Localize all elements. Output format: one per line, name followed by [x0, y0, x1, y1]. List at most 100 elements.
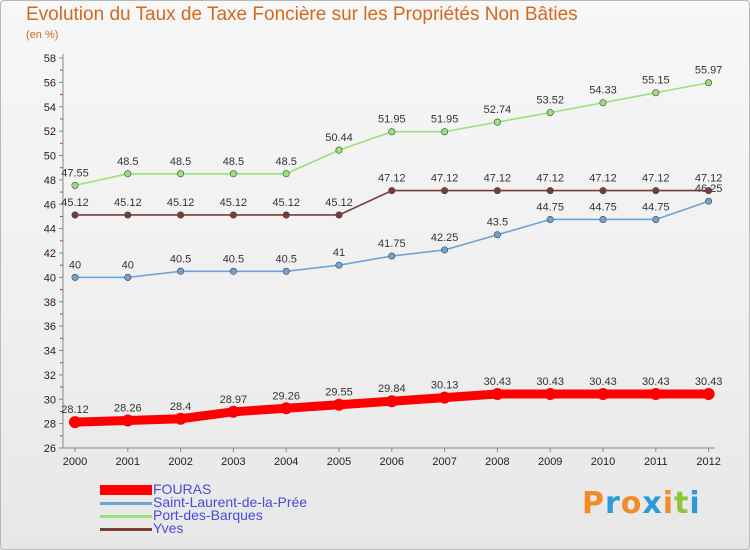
- data-point: [438, 391, 451, 404]
- data-point: [282, 211, 290, 219]
- legend-label: Saint-Laurent-de-la-Prée: [153, 494, 308, 510]
- y-tick-label: 46: [44, 199, 56, 211]
- data-point: [441, 128, 449, 136]
- y-tick-label: 48: [44, 175, 56, 187]
- data-label: 47.12: [484, 173, 512, 185]
- y-tick-label: 36: [44, 321, 56, 333]
- data-label: 51.95: [378, 114, 406, 126]
- data-point: [493, 231, 501, 239]
- data-label: 50.44: [325, 132, 353, 144]
- data-label: 30.43: [589, 376, 617, 388]
- data-label: 41: [333, 247, 345, 259]
- data-point: [705, 187, 713, 195]
- data-label: 47.55: [61, 167, 89, 179]
- x-tick-label: 2000: [63, 456, 87, 468]
- data-point: [177, 211, 185, 219]
- data-label: 47.12: [642, 173, 670, 185]
- x-tick-label: 2008: [485, 456, 509, 468]
- data-point: [388, 252, 396, 260]
- data-point: [599, 187, 607, 195]
- data-label: 29.55: [325, 387, 353, 399]
- data-point: [335, 261, 343, 269]
- data-label: 30.43: [695, 376, 723, 388]
- data-point: [335, 211, 343, 219]
- data-point: [546, 215, 554, 223]
- data-label: 28.97: [220, 394, 248, 406]
- data-point: [599, 99, 607, 107]
- y-tick-label: 52: [44, 126, 56, 138]
- legend: FOURAS Saint-Laurent-de-la-Prée Port-des-B…: [100, 481, 420, 536]
- legend-swatch: [100, 502, 152, 505]
- data-label: 45.12: [325, 197, 353, 209]
- data-point: [441, 246, 449, 254]
- data-label: 41.75: [378, 238, 406, 250]
- data-label: 30.43: [484, 376, 512, 388]
- data-label: 30.43: [642, 376, 670, 388]
- x-tick-label: 2004: [274, 456, 298, 468]
- x-tick-label: 2010: [591, 456, 615, 468]
- data-label: 47.12: [536, 173, 564, 185]
- data-point: [705, 79, 713, 87]
- data-point: [69, 416, 81, 429]
- data-point: [282, 267, 290, 275]
- data-point: [491, 388, 504, 401]
- legend-label: Yves: [153, 520, 184, 536]
- y-tick-label: 56: [44, 77, 56, 89]
- legend-item: Port-des-Barques: [100, 507, 420, 523]
- y-tick-label: 58: [44, 53, 56, 65]
- data-point: [282, 170, 290, 178]
- y-tick-label: 38: [44, 297, 56, 309]
- data-label: 45.12: [61, 197, 89, 209]
- data-point: [280, 402, 293, 415]
- data-label: 47.12: [378, 173, 406, 185]
- data-point: [335, 146, 343, 154]
- data-point: [229, 170, 237, 178]
- data-label: 47.12: [431, 173, 459, 185]
- x-tick-label: 2006: [380, 456, 404, 468]
- data-label: 44.75: [536, 201, 564, 213]
- legend-label: FOURAS: [153, 481, 212, 497]
- legend-label: Port-des-Barques: [153, 507, 263, 523]
- legend-swatch: [100, 485, 152, 495]
- data-label: 29.84: [378, 383, 406, 395]
- data-point: [124, 211, 132, 219]
- data-point: [493, 118, 501, 126]
- data-point: [227, 405, 240, 418]
- data-point: [177, 267, 185, 275]
- chart-subtitle: (en %): [26, 29, 59, 41]
- legend-swatch: [100, 528, 152, 531]
- y-tick-label: 54: [44, 102, 56, 114]
- data-label: 55.97: [695, 65, 723, 77]
- data-point: [229, 267, 237, 275]
- data-label: 30.43: [536, 376, 564, 388]
- data-point: [546, 109, 554, 117]
- y-tick-label: 42: [44, 248, 56, 260]
- y-tick-label: 40: [44, 272, 56, 284]
- data-point: [121, 414, 134, 427]
- data-label: 40.5: [275, 253, 296, 265]
- data-label: 29.26: [272, 390, 300, 402]
- data-label: 43.5: [487, 217, 508, 229]
- y-tick-label: 32: [44, 370, 56, 382]
- data-point: [546, 187, 554, 195]
- data-point: [333, 398, 345, 411]
- data-label: 28.4: [170, 401, 191, 413]
- y-tick-label: 44: [44, 224, 56, 236]
- x-tick-label: 2007: [432, 456, 456, 468]
- y-tick-label: 28: [44, 419, 56, 431]
- data-label: 48.5: [117, 156, 138, 168]
- x-tick-label: 2012: [696, 456, 720, 468]
- y-tick-label: 50: [44, 151, 56, 163]
- data-label: 47.12: [589, 173, 617, 185]
- data-point: [174, 412, 187, 425]
- legend-swatch: [100, 515, 152, 518]
- data-label: 44.75: [642, 201, 670, 213]
- data-label: 40.5: [223, 253, 244, 265]
- data-label: 42.25: [431, 232, 459, 244]
- data-label: 51.95: [431, 114, 459, 126]
- data-point: [599, 215, 607, 223]
- data-point: [544, 388, 557, 401]
- data-label: 28.12: [61, 404, 89, 416]
- data-point: [229, 211, 237, 219]
